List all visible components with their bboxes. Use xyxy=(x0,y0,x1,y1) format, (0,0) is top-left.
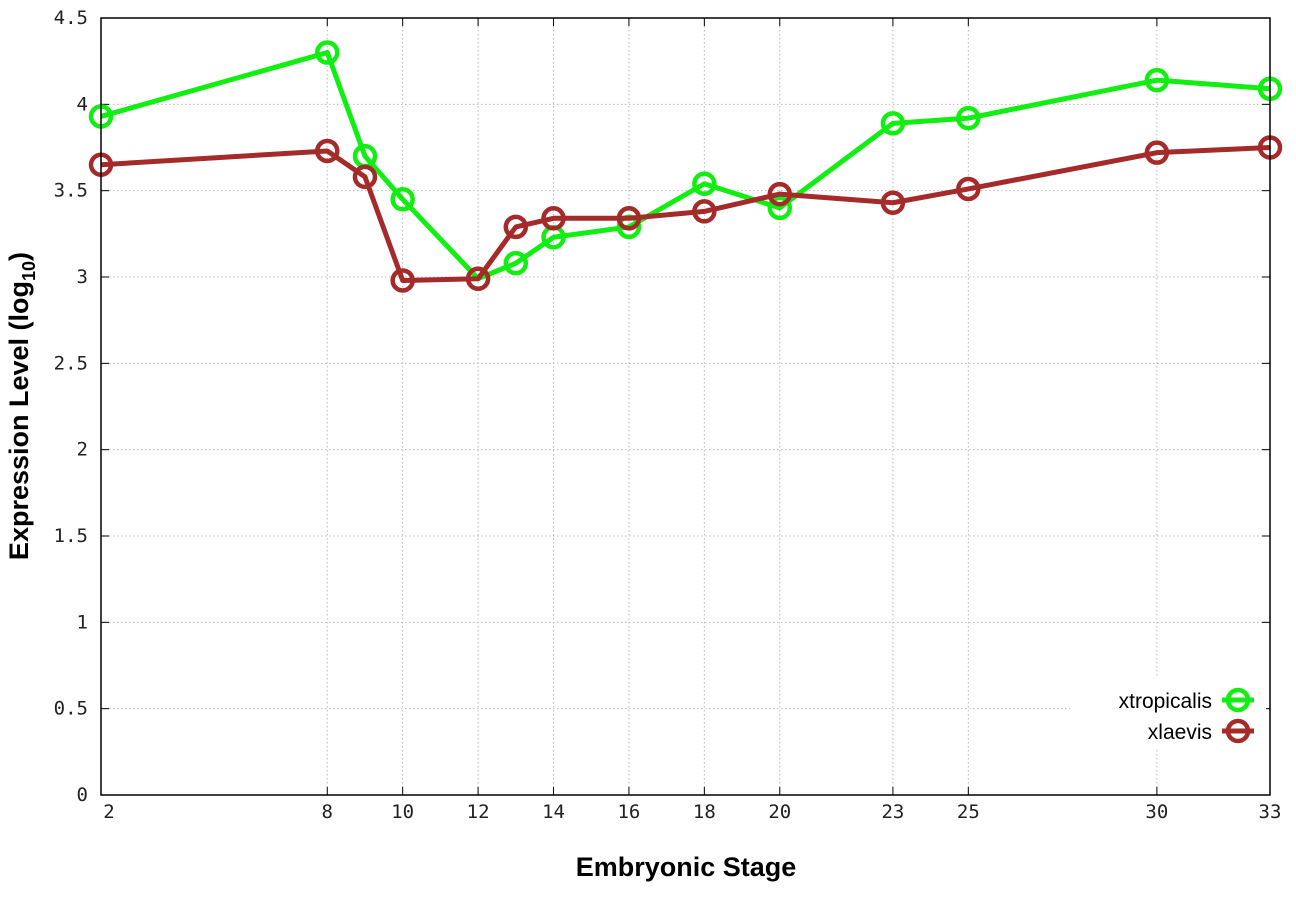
data-point-xtropicalis xyxy=(692,171,717,197)
data-point-xlaevis xyxy=(465,266,491,291)
data-point-xlaevis xyxy=(767,181,793,207)
y-axis-label: Expression Level (log10) xyxy=(4,252,39,560)
data-point-xlaevis xyxy=(315,138,340,164)
y-tick-label: 1.5 xyxy=(54,525,88,547)
data-point-xtropicalis xyxy=(956,105,981,131)
y-tick-label: 3 xyxy=(77,266,88,288)
legend-label-xlaevis: xlaevis xyxy=(1148,721,1212,744)
legend-circle xyxy=(1225,718,1251,744)
data-point-xlaevis xyxy=(956,176,981,202)
y-tick-label: 0 xyxy=(77,784,88,806)
x-tick-label: 25 xyxy=(957,801,980,823)
y-tick-label: 2.5 xyxy=(54,352,88,374)
data-point-xlaevis xyxy=(352,164,378,190)
y-tick-label: 1 xyxy=(77,611,88,633)
series-line-xlaevis xyxy=(100,145,1271,283)
y-tick-label: 0.5 xyxy=(54,698,88,720)
y-tick-label: 3.5 xyxy=(54,180,88,202)
legend-marker-xlaevis xyxy=(1222,718,1254,744)
data-point-xtropicalis xyxy=(315,40,340,65)
data-point-xtropicalis xyxy=(1144,67,1170,93)
data-point-xlaevis xyxy=(503,214,529,240)
legend-circle xyxy=(1225,687,1251,713)
x-axis-label: Embryonic Stage xyxy=(576,852,797,882)
series-layer xyxy=(88,40,1283,293)
grid xyxy=(101,18,1270,795)
x-tick-label: 10 xyxy=(391,801,414,823)
data-point-xtropicalis xyxy=(767,195,793,221)
x-tick-label: 18 xyxy=(693,801,716,823)
x-tick-label: 20 xyxy=(768,801,791,823)
data-point-xlaevis xyxy=(880,190,906,216)
x-tick-label: 8 xyxy=(322,801,333,823)
x-tick-label: 14 xyxy=(542,801,565,823)
data-point-xtropicalis xyxy=(503,250,529,276)
x-tick-label: 2 xyxy=(103,801,114,823)
data-point-xtropicalis xyxy=(880,111,906,136)
data-point-xlaevis xyxy=(1144,140,1170,165)
x-tick-label: 23 xyxy=(881,801,904,823)
x-tick-label: 33 xyxy=(1259,801,1282,823)
data-point-xtropicalis xyxy=(390,187,415,212)
legend-label-xtropicalis: xtropicalis xyxy=(1119,690,1212,713)
y-tick-label: 4.5 xyxy=(54,7,88,29)
x-tick-label: 12 xyxy=(467,801,490,823)
x-tick-label: 16 xyxy=(617,801,640,823)
data-point-xlaevis xyxy=(616,206,642,231)
x-tick-label: 30 xyxy=(1145,801,1168,823)
data-point-xlaevis xyxy=(541,206,566,231)
data-point-xlaevis xyxy=(390,268,415,293)
series-xlaevis xyxy=(88,135,1283,293)
data-point-xlaevis xyxy=(692,199,717,224)
y-tick-label: 4 xyxy=(77,93,88,115)
y-tick-label: 2 xyxy=(77,439,88,461)
legend-marker-xtropicalis xyxy=(1222,687,1254,713)
plot-frame xyxy=(100,17,1271,796)
ticks: 0 0.5 1 1.5 2 2.5 3 3.5 4 4.5 2 8 10 12 14 16 18 20 23 25 30… xyxy=(54,7,1282,823)
legend: xtropicalis xlaevis xyxy=(1070,678,1266,750)
